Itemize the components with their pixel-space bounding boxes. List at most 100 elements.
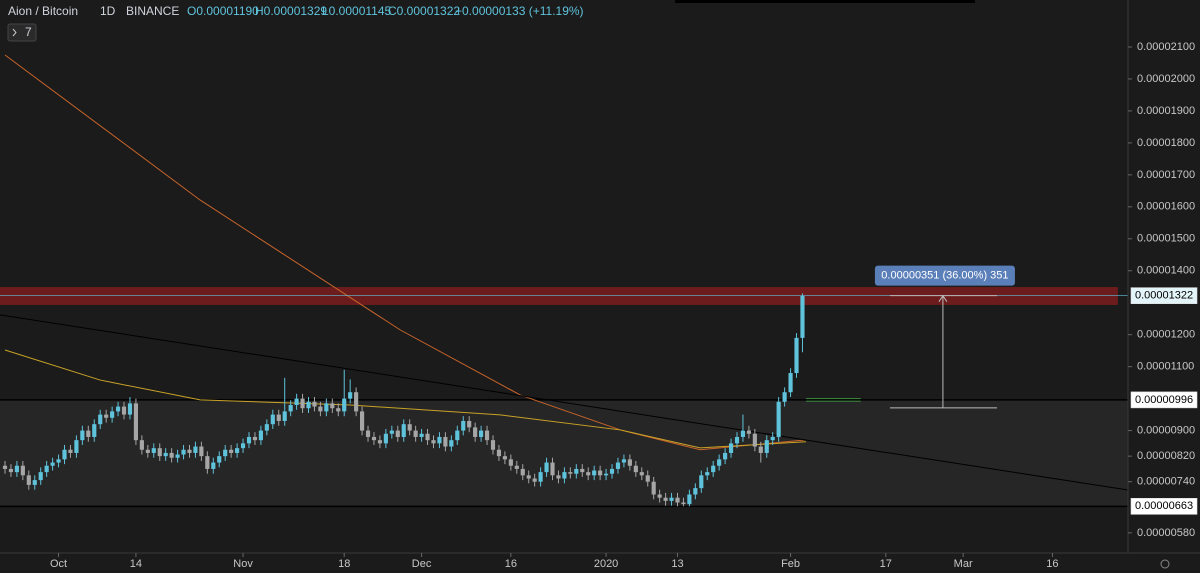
candle-body: [395, 430, 400, 437]
candle-body: [342, 398, 347, 412]
candle-body: [121, 406, 127, 415]
range-box: [0, 399, 1128, 507]
candle-body: [199, 446, 204, 457]
candle-body: [603, 473, 609, 476]
candle-body: [455, 430, 460, 441]
x-tick-label: 17: [880, 558, 892, 570]
x-tick-label: 16: [505, 558, 517, 570]
candle-body: [681, 502, 686, 505]
top-bar: [675, 0, 975, 3]
candle-body: [473, 427, 478, 437]
candle-body: [104, 414, 109, 418]
candle-body: [645, 475, 650, 482]
candle-body: [598, 470, 603, 476]
x-tick-label: Oct: [50, 558, 67, 570]
candle-body: [556, 475, 561, 479]
candle-body: [717, 459, 722, 466]
x-tick-label: 13: [671, 558, 683, 570]
candle-body: [550, 462, 555, 476]
candle-body: [687, 494, 692, 505]
candle-body: [330, 403, 335, 409]
candle-body: [615, 462, 621, 469]
candle-body: [306, 401, 311, 409]
interval: 1D: [100, 4, 116, 18]
plot-area: 0.00000351 (36.00%) 351: [0, 54, 1129, 508]
candle-body: [514, 465, 519, 469]
candle-body: [437, 436, 442, 444]
y-tick-label: 0.00001400: [1137, 265, 1195, 277]
candle-body: [782, 392, 787, 402]
candle-body: [318, 406, 323, 412]
candle-body: [14, 465, 19, 473]
candle-body: [145, 449, 150, 453]
candle-body: [443, 436, 448, 447]
change: +0.00000133 (+11.19%): [455, 4, 584, 18]
price-tag-label: 0.00001322: [1135, 290, 1193, 302]
candle-body: [56, 459, 61, 463]
y-tick-label: 0.00001200: [1137, 329, 1195, 341]
candle-body: [187, 449, 192, 453]
candle-body: [413, 430, 418, 437]
candle-body: [175, 454, 180, 458]
candle-body: [354, 392, 359, 412]
measure-label: 0.00000351 (36.00%) 351: [881, 270, 1008, 282]
price-axis: [1128, 0, 1200, 573]
y-tick-label: 0.00000820: [1137, 450, 1195, 462]
candle-body: [758, 446, 763, 453]
candle-body: [246, 436, 252, 444]
candle-body: [794, 337, 799, 374]
candle-body: [651, 481, 656, 495]
candle-body: [240, 443, 246, 449]
candle-body: [26, 475, 31, 485]
candle-body: [800, 295, 805, 338]
gear[interactable]: [1160, 559, 1170, 569]
indicator-toggle[interactable]: [7, 23, 37, 42]
candle-body: [223, 449, 228, 457]
candle-body: [86, 430, 91, 437]
candle-body: [449, 440, 454, 447]
candle-body: [532, 478, 537, 482]
candle-body: [502, 456, 507, 460]
candle-body: [639, 472, 644, 476]
candle-body: [20, 465, 25, 476]
candle-body: [300, 398, 305, 409]
candle-body: [711, 465, 716, 473]
arrow-head: [938, 294, 948, 302]
price-tag: [1130, 498, 1198, 515]
indicator-count: 7: [25, 25, 32, 39]
price-tag: [1130, 391, 1198, 409]
candle-body: [705, 472, 710, 476]
open: O0.00001190: [187, 4, 259, 18]
candle-body: [544, 462, 549, 473]
candle-body: [484, 430, 490, 441]
y-tick-label: 0.00000900: [1137, 424, 1195, 436]
y-tick-label: 0.00002000: [1137, 73, 1195, 85]
candle-body: [193, 446, 198, 453]
candle-body: [229, 449, 234, 453]
candle-body: [693, 488, 698, 495]
candle-body: [365, 430, 371, 437]
candle-body: [663, 497, 668, 501]
candle-body: [312, 401, 317, 407]
candle-body: [294, 398, 299, 406]
candle-body: [520, 468, 525, 476]
candle-body: [264, 424, 269, 431]
price-tag-label: 0.00000663: [1135, 500, 1193, 512]
y-tick-label: 0.00002100: [1137, 41, 1195, 53]
candle-body: [157, 448, 162, 457]
candle-body: [98, 414, 103, 425]
candle-body: [788, 373, 793, 393]
candle-body: [401, 424, 406, 437]
close: C0.00001322: [388, 4, 460, 18]
candle-body: [574, 468, 579, 474]
x-tick-label: Mar: [954, 558, 973, 570]
candle-body: [764, 440, 769, 453]
high: H0.00001329: [255, 4, 327, 18]
candle-body: [633, 465, 638, 473]
indicator-line: [4, 54, 807, 451]
settings-icon[interactable]: [1160, 559, 1170, 569]
candle-body: [276, 414, 281, 421]
candle-body: [496, 449, 502, 457]
candle-body: [740, 430, 746, 437]
candle-body: [324, 403, 329, 412]
